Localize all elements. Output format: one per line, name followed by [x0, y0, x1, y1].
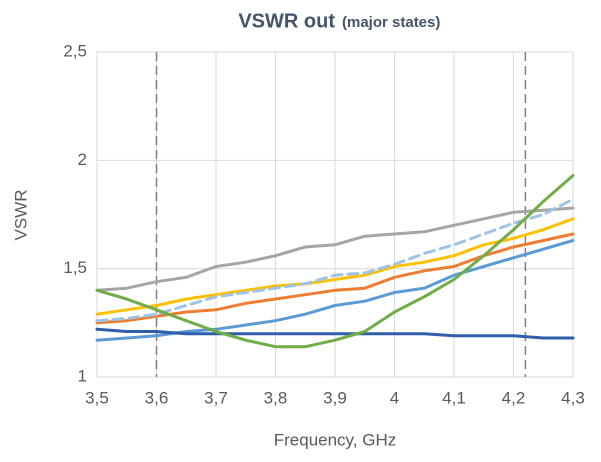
chart-subtitle: (major states) [342, 14, 440, 31]
y-tick-label: 2,5 [63, 41, 87, 60]
series-line [95, 206, 575, 292]
y-tick-label: 1 [78, 366, 87, 385]
x-tick-label: 4,3 [561, 388, 585, 407]
series-line [95, 217, 575, 316]
x-tick-label: 4 [390, 388, 399, 407]
x-tick-label: 3,5 [85, 388, 109, 407]
x-tick-label: 3,7 [204, 388, 228, 407]
series-line [95, 197, 575, 323]
y-tick-label: 1,5 [63, 258, 87, 277]
x-tick-label: 4,2 [502, 388, 526, 407]
y-tick-label: 2 [78, 150, 87, 169]
y-axis-label: VSWR [11, 190, 30, 241]
chart-title: VSWR out [238, 10, 335, 32]
series-line [95, 174, 575, 349]
x-tick-label: 4,1 [442, 388, 466, 407]
series-line [95, 232, 575, 325]
x-axis-label: Frequency, GHz [274, 430, 397, 449]
x-tick-label: 3,8 [264, 388, 288, 407]
x-tick-label: 3,9 [323, 388, 347, 407]
x-tick-label: 3,6 [145, 388, 169, 407]
series-line [95, 327, 575, 340]
